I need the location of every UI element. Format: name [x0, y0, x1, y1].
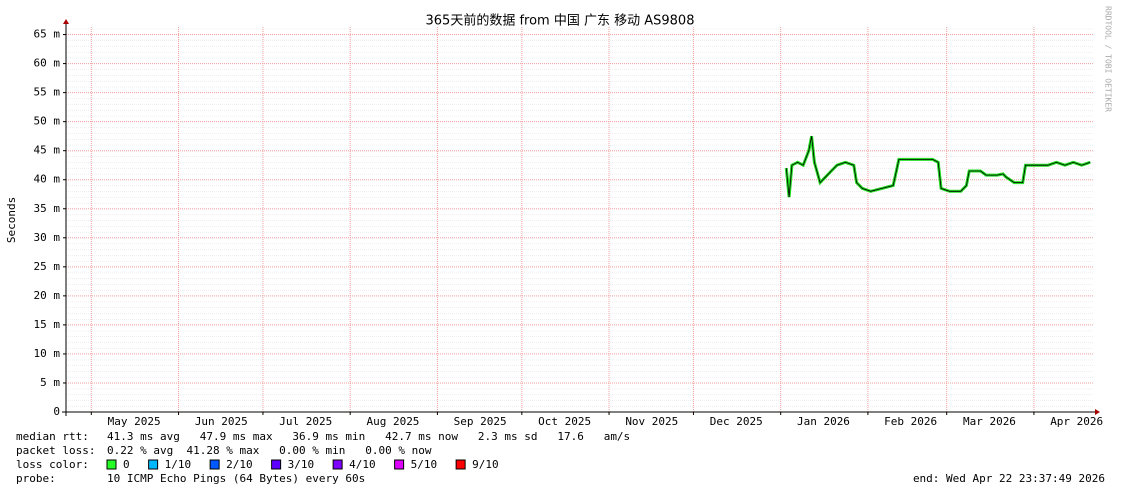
legend-swatch [209, 459, 220, 470]
legend-label: 2/10 [226, 458, 253, 471]
y-axis-arrow [63, 19, 69, 24]
x-tick-label: Sep 2025 [454, 415, 507, 428]
y-tick-label: 10 m [34, 347, 61, 360]
stat-label: packet loss: [16, 444, 95, 457]
x-tick-label: Aug 2025 [366, 415, 419, 428]
y-tick-label: 55 m [34, 86, 61, 99]
legend-label: 1/10 [165, 458, 192, 471]
y-axis-label: Seconds [5, 197, 18, 243]
chart-title: 365天前的数据 from 中国 广东 移动 AS9808 [426, 13, 695, 29]
y-tick-label: 20 m [34, 289, 61, 302]
x-tick-label: Jun 2025 [195, 415, 248, 428]
y-tick-label: 50 m [34, 115, 61, 128]
legend-label: 5/10 [411, 458, 438, 471]
x-axis-arrow [1095, 409, 1100, 415]
y-tick-label: 15 m [34, 318, 61, 331]
x-tick-label: Feb 2026 [884, 415, 937, 428]
x-tick-label: Jul 2025 [279, 415, 332, 428]
legend-swatch [394, 459, 405, 470]
y-tick-label: 40 m [34, 173, 61, 186]
legend-swatch [455, 459, 466, 470]
y-tick-label: 30 m [34, 231, 61, 244]
stat-text: 41.3 ms avg 47.9 ms max 36.9 ms min 42.7… [107, 430, 630, 443]
end-time: end: Wed Apr 22 23:37:49 2026 [913, 472, 1105, 485]
stat-label: probe: [16, 472, 56, 485]
y-tick-label: 60 m [34, 57, 61, 70]
legend-swatch [148, 459, 159, 470]
median-core [785, 136, 1091, 198]
legend-swatch [271, 459, 282, 470]
stat-text: 10 ICMP Echo Pings (64 Bytes) every 60s [107, 472, 365, 485]
legend-swatch [106, 459, 117, 470]
y-tick-label: 35 m [34, 202, 61, 215]
x-tick-label: Dec 2025 [710, 415, 763, 428]
y-tick-label: 0 [53, 405, 60, 418]
y-tick-label: 65 m [34, 28, 61, 41]
x-tick-label: Mar 2026 [963, 415, 1016, 428]
y-tick-label: 45 m [34, 144, 61, 157]
x-tick-label: May 2025 [108, 415, 161, 428]
legend-label: 3/10 [288, 458, 315, 471]
legend-label: 9/10 [472, 458, 499, 471]
legend-swatch [332, 459, 343, 470]
x-tick-label: Jan 2026 [797, 415, 850, 428]
x-tick-label: Oct 2025 [538, 415, 591, 428]
y-tick-label: 5 m [40, 376, 60, 389]
x-tick-label: Apr 2026 [1050, 415, 1103, 428]
stat-text: 0.22 % avg 41.28 % max 0.00 % min 0.00 %… [107, 444, 432, 457]
x-tick-label: Nov 2025 [625, 415, 678, 428]
stat-label: median rtt: [16, 430, 89, 443]
y-tick-label: 25 m [34, 260, 61, 273]
watermark: RRDTOOL / TOBI OETIKER [1104, 6, 1113, 112]
stat-label: loss color: [16, 458, 89, 471]
minor-grid [66, 27, 1093, 412]
legend-label: 4/10 [349, 458, 376, 471]
legend-label: 0 [123, 458, 130, 471]
